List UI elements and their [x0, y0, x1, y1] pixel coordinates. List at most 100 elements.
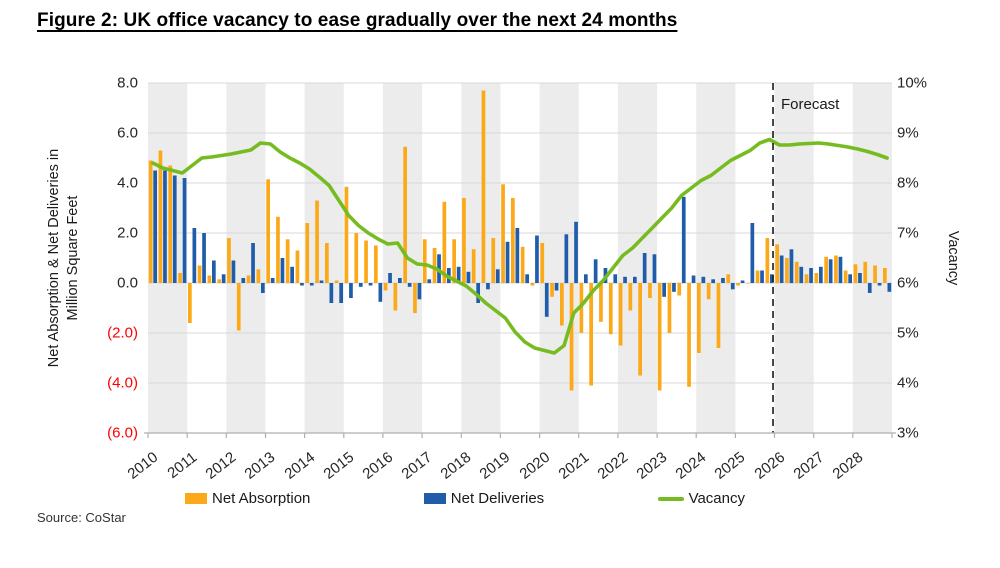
net-absorption-bar: [648, 283, 652, 298]
net-deliveries-bar: [613, 274, 618, 284]
net-deliveries-bar: [701, 276, 706, 284]
net-deliveries-bar: [750, 223, 755, 283]
net-absorption-bar: [374, 245, 378, 283]
chart-title: Figure 2: UK office vacancy to ease grad…: [37, 10, 678, 31]
net-deliveries-bar: [202, 233, 206, 283]
net-absorption-bar: [677, 283, 682, 296]
net-absorption-bar: [315, 200, 319, 283]
net-absorption-bar: [863, 261, 868, 284]
net-absorption-bar: [217, 279, 221, 284]
net-absorption-bar: [276, 216, 280, 284]
net-deliveries-bar: [584, 274, 588, 284]
net-deliveries-bar: [564, 234, 569, 284]
right-axis-tick-label: 7%: [897, 224, 919, 242]
net-deliveries-bar: [740, 280, 745, 283]
net-absorption-bar: [403, 146, 407, 284]
net-deliveries-bar: [633, 276, 637, 284]
net-deliveries-bar: [163, 170, 167, 283]
net-absorption-bar: [589, 283, 593, 386]
net-deliveries-bar: [848, 274, 852, 284]
net-deliveries-bar: [652, 254, 657, 283]
net-absorption-bar: [765, 238, 770, 283]
net-absorption-bar: [344, 186, 349, 284]
net-deliveries-bar: [270, 278, 275, 283]
year-band: [617, 83, 658, 433]
net-deliveries-bar: [192, 228, 197, 283]
net-deliveries-bar: [407, 283, 412, 287]
net-deliveries-bar: [779, 255, 784, 283]
net-absorption-bar: [520, 246, 525, 284]
net-absorption-bar: [618, 283, 623, 346]
net-deliveries-bar: [554, 283, 559, 291]
year-band: [696, 83, 736, 433]
net-absorption-bar: [530, 283, 535, 286]
net-deliveries-bar: [251, 243, 255, 283]
net-absorption-bar: [256, 269, 261, 284]
net-deliveries-bar: [231, 260, 236, 283]
net-absorption-bar: [667, 283, 672, 333]
net-absorption-bar: [599, 283, 603, 322]
right-axis-tick-label: 6%: [897, 274, 919, 292]
net-absorption-bar: [462, 198, 466, 283]
net-deliveries-bar: [212, 260, 216, 283]
legend-label-net-deliveries: Net Deliveries: [450, 490, 545, 507]
net-absorption-bar: [334, 280, 339, 283]
net-deliveries-bar: [593, 259, 598, 284]
left-axis-tick-label: 6.0: [117, 124, 138, 142]
vacancy-line-swatch-icon: [657, 496, 684, 501]
net-absorption-bar: [481, 90, 486, 283]
net-deliveries-bar: [838, 256, 843, 284]
net-deliveries-bar: [828, 259, 833, 284]
net-deliveries-bar: [427, 279, 432, 284]
net-deliveries-bar: [505, 241, 510, 284]
net-absorption-bar: [158, 150, 163, 283]
net-deliveries-bar: [339, 283, 343, 303]
net-absorption-bar: [227, 238, 231, 283]
net-absorption-bar: [638, 283, 642, 376]
net-deliveries-bar: [574, 221, 578, 284]
right-axis-tick-label: 9%: [897, 124, 919, 142]
net-deliveries-bar: [172, 175, 177, 283]
net-deliveries-bar: [789, 249, 794, 284]
net-deliveries-bar: [456, 266, 461, 284]
net-absorption-bar: [236, 283, 241, 331]
net-deliveries-swatch-icon: [423, 493, 446, 504]
right-axis-tick-label: 8%: [897, 174, 919, 192]
net-absorption-bar: [736, 283, 740, 286]
net-absorption-bar: [285, 239, 290, 284]
net-deliveries-bar: [799, 266, 804, 284]
net-absorption-bar: [794, 261, 799, 284]
net-absorption-bar: [726, 274, 731, 284]
net-deliveries-bar: [711, 279, 715, 284]
net-absorption-bar: [393, 283, 398, 311]
forecast-label: Forecast: [781, 96, 840, 113]
right-axis-tick-label: 4%: [897, 374, 919, 392]
net-absorption-bar: [197, 265, 202, 283]
net-absorption-bar: [168, 165, 173, 283]
left-axis-tick-label: (4.0): [107, 374, 138, 392]
net-deliveries-bar: [877, 283, 882, 286]
net-deliveries-bar: [398, 278, 402, 283]
net-absorption-bar: [178, 273, 182, 283]
net-absorption-bar: [706, 283, 711, 300]
net-deliveries-bar: [495, 269, 500, 284]
net-absorption-bar: [883, 268, 887, 283]
net-absorption-bar: [834, 255, 838, 283]
net-absorption-bar: [305, 223, 310, 283]
net-deliveries-bar: [153, 170, 157, 283]
net-absorption-bar: [755, 270, 760, 283]
net-deliveries-bar: [329, 283, 334, 303]
left-axis-tick-label: (6.0): [107, 424, 138, 442]
net-absorption-bar: [491, 238, 496, 283]
net-deliveries-bar: [241, 278, 246, 283]
net-absorption-bar: [550, 283, 554, 297]
net-deliveries-bar: [691, 275, 696, 283]
net-absorption-bar: [579, 283, 584, 333]
net-absorption-bar: [364, 240, 368, 283]
net-deliveries-bar: [368, 283, 373, 286]
net-absorption-bar: [188, 283, 192, 323]
net-deliveries-bar: [476, 283, 480, 303]
net-deliveries-bar: [300, 283, 304, 286]
